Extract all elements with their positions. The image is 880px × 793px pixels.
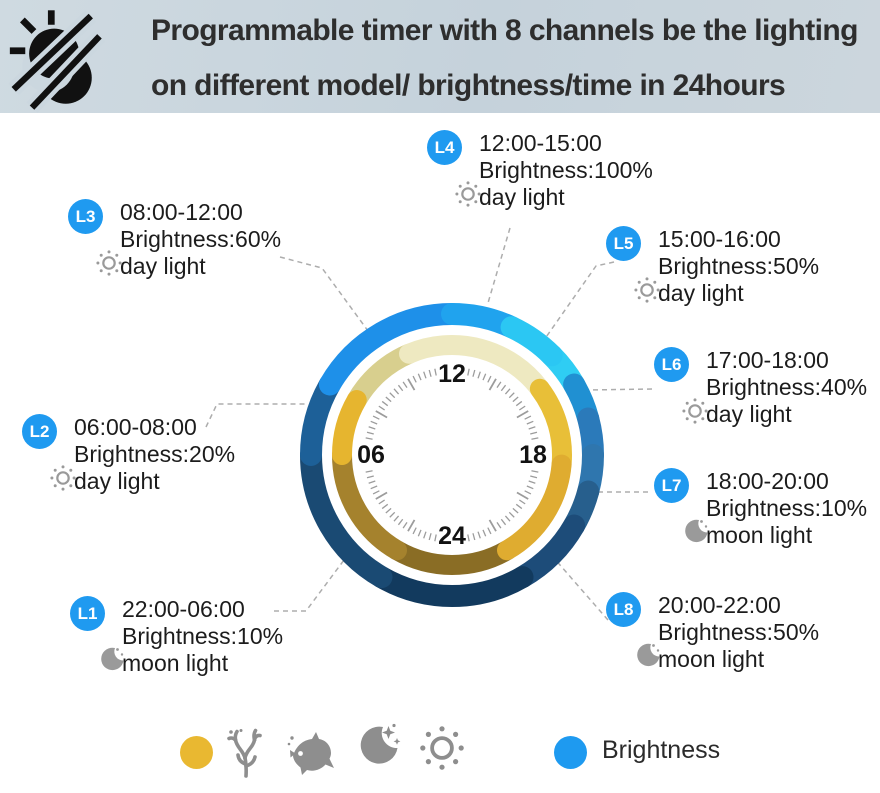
channel-time: 20:00-22:00 [658, 592, 781, 618]
sun-icon [632, 275, 662, 305]
callout-line-L6 [586, 388, 653, 391]
channel-time: 08:00-12:00 [120, 199, 243, 225]
channel-badge: L6 [654, 347, 689, 382]
channel-time: 18:00-20:00 [706, 468, 829, 494]
channel-brightness: Brightness:50% [658, 619, 820, 645]
channel-brightness: Brightness:10% [122, 623, 284, 649]
channel-label-L4: L4 12:00-15:00 Brightness:100% day light [427, 130, 667, 214]
channel-label-L2: L2 06:00-08:00 Brightness:20% day light [22, 414, 262, 498]
moon-icon [96, 645, 126, 675]
channel-badge: L7 [654, 468, 689, 503]
page-title-line2: on different model/ brightness/time in 2… [151, 69, 786, 102]
legend-brightness-label: Brightness [602, 736, 721, 764]
callout-line-L5 [543, 261, 615, 341]
callout-line-L4 [487, 227, 511, 304]
channel-badge: L4 [427, 130, 462, 165]
channel-badge: L5 [606, 226, 641, 261]
channel-label-L1: L1 22:00-06:00 Brightness:10% moon light [70, 596, 310, 680]
sun-icon [48, 463, 78, 493]
legend-gold-dot [180, 736, 213, 769]
channel-brightness: Brightness:100% [479, 157, 653, 183]
moon-icon [632, 641, 662, 671]
channel-label-L3: L3 08:00-12:00 Brightness:60% day light [68, 199, 308, 283]
fish-icon [286, 730, 336, 781]
clock-number-12: 12 [438, 360, 466, 388]
channel-mode: day light [120, 253, 206, 279]
channel-brightness: Brightness:10% [706, 495, 868, 521]
channel-time: 22:00-06:00 [122, 596, 245, 622]
sun-icon [453, 179, 483, 209]
channel-label-L6: L6 17:00-18:00 Brightness:40% day light [654, 347, 880, 431]
channel-brightness: Brightness:20% [74, 441, 236, 467]
coral-icon [224, 728, 268, 783]
channel-time: 15:00-16:00 [658, 226, 781, 252]
channel-label-L5: L5 15:00-16:00 Brightness:50% day light [606, 226, 846, 310]
channel-time: 17:00-18:00 [706, 347, 829, 373]
channel-mode: day light [479, 184, 565, 210]
sun-icon [416, 722, 468, 779]
callout-line-L8 [552, 556, 609, 621]
sun-icon [94, 248, 124, 278]
channel-mode: moon light [658, 646, 765, 672]
channel-badge: L8 [606, 592, 641, 627]
channel-brightness: Brightness:40% [706, 374, 868, 400]
moon-stars-icon [353, 722, 403, 779]
channel-label-L7: L7 18:00-20:00 Brightness:10% moon light [654, 468, 880, 552]
channel-label-L8: L8 20:00-22:00 Brightness:50% moon light [606, 592, 846, 676]
page-title-line1: Programmable timer with 8 channels be th… [151, 14, 858, 47]
sun-icon [680, 396, 710, 426]
channel-badge: L1 [70, 596, 105, 631]
clock-number-06: 06 [357, 441, 385, 469]
channel-time: 12:00-15:00 [479, 130, 602, 156]
channel-mode: day light [74, 468, 160, 494]
channel-time: 06:00-08:00 [74, 414, 197, 440]
channel-badge: L3 [68, 199, 103, 234]
header-banner: Programmable timer with 8 channels be th… [0, 0, 880, 113]
channel-mode: moon light [706, 522, 813, 548]
clock-number-24: 24 [438, 522, 466, 550]
moon-icon [680, 517, 710, 547]
day-night-crossed-icon [8, 10, 106, 113]
clock-number-18: 18 [519, 441, 547, 469]
channel-mode: day light [658, 280, 744, 306]
channel-brightness: Brightness:50% [658, 253, 820, 279]
channel-mode: day light [706, 401, 792, 427]
channel-mode: moon light [122, 650, 229, 676]
channel-badge: L2 [22, 414, 57, 449]
channel-brightness: Brightness:60% [120, 226, 282, 252]
brightness-dot [554, 736, 587, 769]
